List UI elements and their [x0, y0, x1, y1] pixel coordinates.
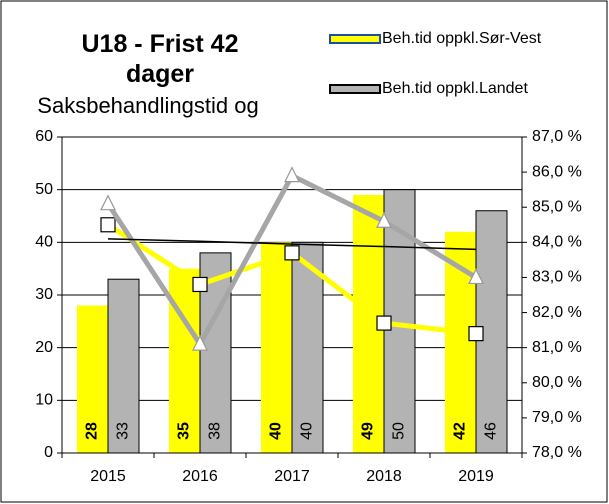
x-tick-label: 2018 — [366, 468, 402, 485]
y2-tick-label: 78,0 % — [532, 444, 582, 461]
y2-tick-label: 84,0 % — [532, 234, 582, 251]
data-label: 33 — [115, 422, 132, 440]
y-tick-label: 40 — [35, 234, 53, 251]
data-label: 38 — [207, 422, 224, 440]
data-label: 40 — [268, 422, 285, 440]
chart-subtitle: Saksbehandlingstid og — [37, 93, 258, 118]
y2-tick-label: 83,0 % — [532, 269, 582, 286]
y2-tick-label: 85,0 % — [532, 198, 582, 215]
data-label: 40 — [299, 422, 316, 440]
y-tick-label: 10 — [35, 392, 53, 409]
bar — [77, 305, 108, 453]
data-label: 42 — [452, 422, 469, 440]
data-label: 50 — [391, 422, 408, 440]
data-label: 46 — [483, 422, 500, 440]
marker — [100, 194, 116, 211]
y2-tick-label: 80,0 % — [532, 374, 582, 391]
legend-label: Beh.tid oppkl.Sør-Vest — [382, 30, 542, 47]
y2-tick-label: 82,0 % — [532, 304, 582, 321]
chart-title: U18 - Frist 42 dager — [81, 30, 238, 88]
marker — [468, 268, 484, 285]
y-tick-label: 0 — [44, 444, 53, 461]
marker — [192, 276, 208, 293]
y-tick-label: 60 — [35, 128, 53, 145]
marker — [192, 334, 208, 351]
marker — [284, 166, 300, 183]
x-tick-label: 2016 — [182, 468, 218, 485]
legend-swatch — [329, 84, 381, 94]
x-tick-label: 2015 — [90, 468, 126, 485]
bar — [445, 231, 476, 453]
marker — [376, 211, 392, 228]
legend-label: Beh.tid oppkl.Landet — [382, 80, 528, 97]
trend-line — [107, 238, 477, 251]
legend-swatch — [329, 34, 381, 44]
marker — [468, 326, 484, 342]
y2-tick-label: 87,0 % — [532, 128, 582, 145]
bar — [169, 268, 200, 453]
marker — [376, 315, 392, 331]
data-label: 28 — [84, 422, 101, 440]
x-tick-label: 2019 — [458, 468, 494, 485]
bar — [107, 278, 140, 454]
y2-tick-label: 81,0 % — [532, 339, 582, 356]
bar — [291, 241, 324, 454]
marker — [100, 217, 116, 233]
y2-tick-label: 86,0 % — [532, 163, 582, 180]
bar — [261, 242, 292, 453]
y-tick-label: 20 — [35, 339, 53, 356]
y2-tick-label: 79,0 % — [532, 409, 582, 426]
marker — [284, 245, 300, 261]
y-tick-label: 50 — [35, 181, 53, 198]
y-tick-label: 30 — [35, 286, 53, 303]
x-tick-label: 2017 — [274, 468, 310, 485]
data-label: 35 — [176, 422, 193, 440]
data-label: 49 — [360, 422, 377, 440]
